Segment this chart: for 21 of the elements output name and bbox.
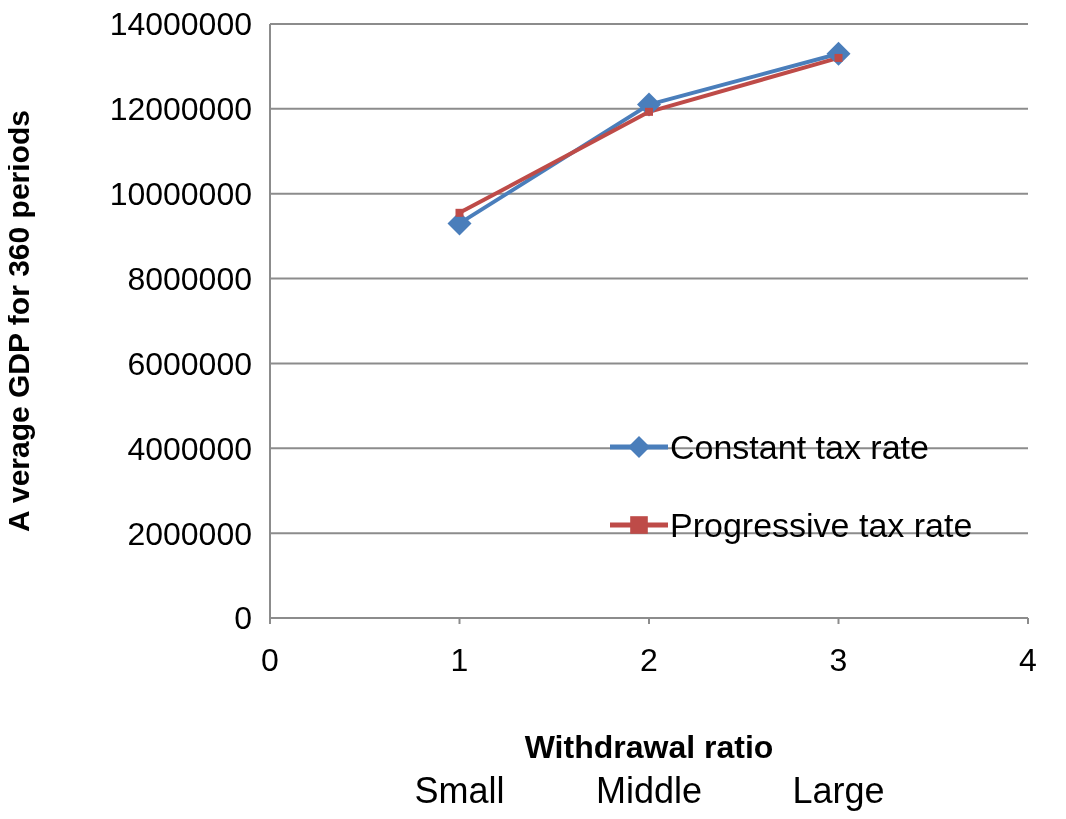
point: [645, 107, 653, 116]
y-tick-label: 8000000: [127, 260, 252, 297]
text: Middle: [595, 770, 703, 812]
point: [455, 208, 464, 217]
y-tick-label: 14000000: [109, 6, 252, 43]
x-tick-label: 4: [1019, 641, 1037, 678]
y-tick-label: 12000000: [109, 91, 252, 128]
x-axis-title: Withdrawal ratio: [524, 729, 774, 765]
y-tick-label: 2000000: [127, 515, 252, 552]
text: Large: [792, 770, 885, 812]
legend-label: Constant tax rate: [670, 427, 929, 467]
y-tick-label: 4000000: [127, 430, 252, 467]
legend-label: Progressive tax rate: [670, 505, 973, 545]
x-tick-label: 1: [450, 641, 469, 678]
y-tick-label: 10000000: [109, 176, 252, 213]
text: Small: [414, 770, 505, 812]
y-tick-label: 6000000: [127, 345, 252, 382]
x-tick-label: 3: [829, 641, 848, 678]
x-tick-label: 0: [261, 641, 279, 678]
y-tick-label: 0: [234, 600, 252, 637]
x-tick-label: 2: [640, 641, 658, 678]
